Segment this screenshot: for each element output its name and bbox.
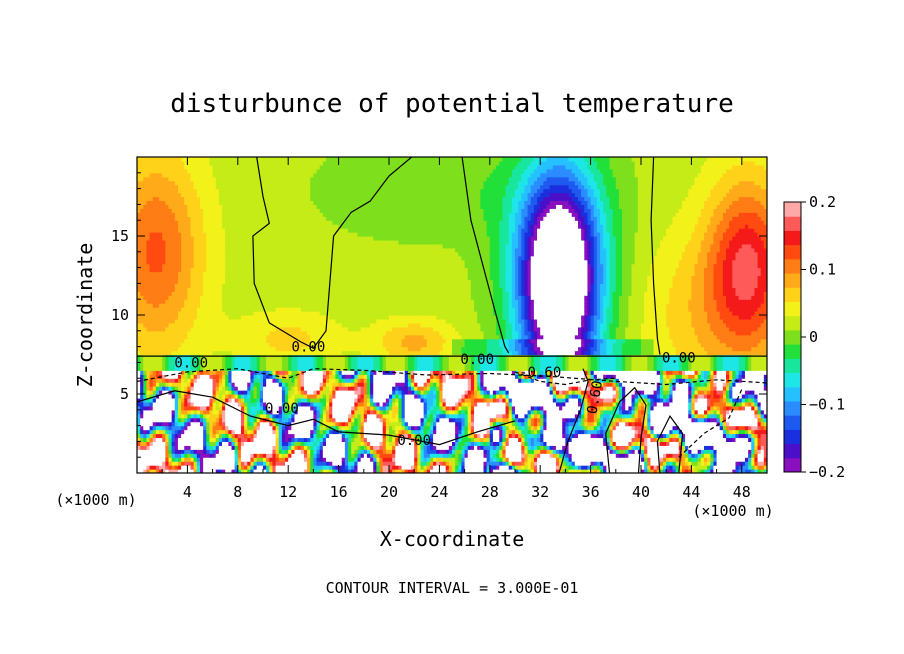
heatmap-plot-area: [137, 157, 768, 474]
chart-title: disturbunce of potential temperature: [170, 89, 734, 119]
heatmap-field: [137, 157, 768, 474]
